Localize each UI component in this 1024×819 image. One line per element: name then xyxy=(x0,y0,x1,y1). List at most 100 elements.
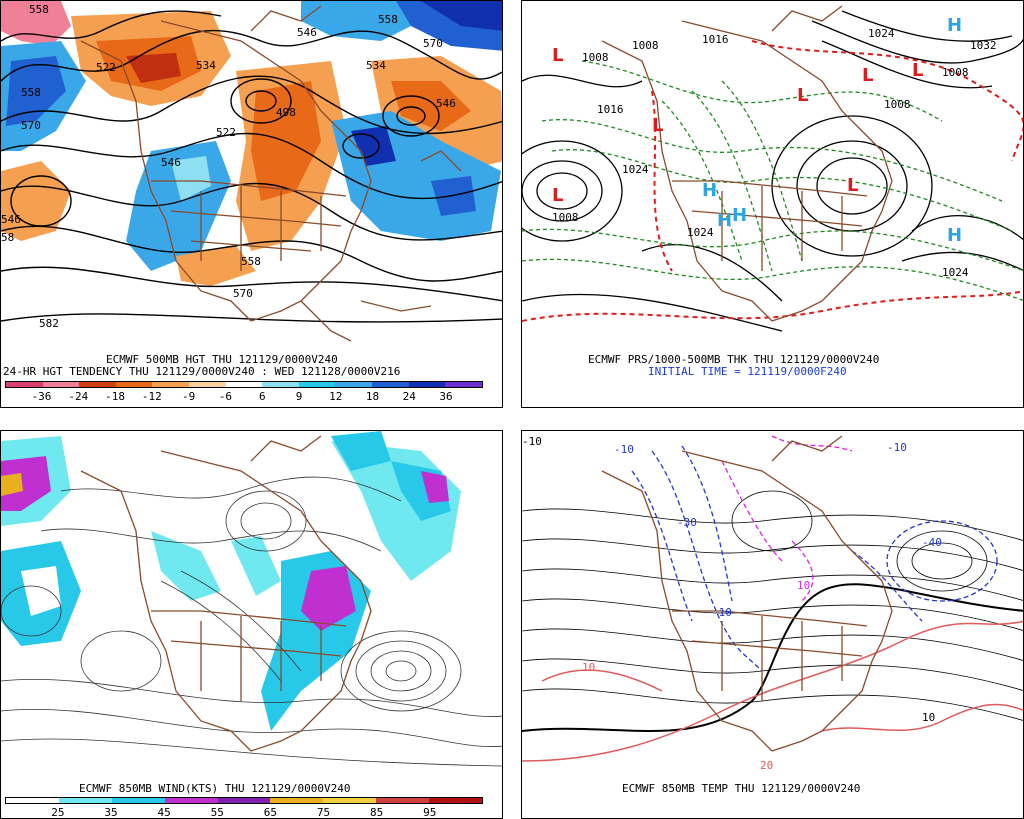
svg-text:L: L xyxy=(912,60,923,81)
svg-text:1016: 1016 xyxy=(597,103,624,116)
svg-text:522: 522 xyxy=(216,126,236,139)
svg-text:534: 534 xyxy=(366,59,386,72)
svg-text:570: 570 xyxy=(423,37,443,50)
high-pressure-markers: H H H H H xyxy=(702,15,962,246)
colorbar-tick-label: 85 xyxy=(369,806,384,819)
colorbar-swatch xyxy=(376,798,430,803)
thickness-contours xyxy=(522,60,1023,301)
isotherms-warm xyxy=(522,620,1023,762)
colorbar-swatch xyxy=(189,382,226,387)
svg-text:-10: -10 xyxy=(614,443,634,456)
svg-text:1032: 1032 xyxy=(970,39,997,52)
colorbar-swatch xyxy=(79,382,116,387)
colorbar-wind-speed xyxy=(5,797,483,804)
svg-text:L: L xyxy=(797,85,808,106)
colorbar-tick-label: 36 xyxy=(439,390,453,403)
colorbar-swatch xyxy=(270,798,324,803)
svg-text:L: L xyxy=(552,45,563,66)
svg-text:546: 546 xyxy=(1,213,21,226)
colorbar-tick-label: -24 xyxy=(68,390,89,403)
colorbar-swatch xyxy=(298,382,336,387)
isobars xyxy=(522,10,1023,332)
svg-text:1024: 1024 xyxy=(868,27,895,40)
colorbar-tick-label: 25 xyxy=(51,806,65,819)
isotherms-black xyxy=(522,490,1023,721)
coastlines xyxy=(601,5,893,322)
svg-text:L: L xyxy=(652,115,663,136)
colorbar-swatch xyxy=(6,798,59,803)
isotherm-labels: -10 -10 -30 -40 -10 10 10 20 -10 10 xyxy=(522,435,942,772)
colorbar-tick-label: 65 xyxy=(263,806,277,819)
colorbar-tick-label: -12 xyxy=(141,390,162,403)
svg-text:-10: -10 xyxy=(522,435,542,448)
map-850mb-temp: -10 -10 -30 -40 -10 10 10 20 -10 10 xyxy=(522,435,1023,772)
colorbar-swatch xyxy=(42,382,80,387)
colorbar-tick-label: 55 xyxy=(210,806,224,819)
svg-text:1024: 1024 xyxy=(687,226,714,239)
svg-text:558: 558 xyxy=(241,255,261,268)
svg-text:570: 570 xyxy=(233,287,253,300)
svg-text:H: H xyxy=(702,180,717,201)
colorbar-swatch xyxy=(335,382,373,387)
svg-text:10: 10 xyxy=(797,579,810,592)
colorbar-tick-label: -18 xyxy=(105,390,125,403)
colorbar-swatch xyxy=(164,798,218,803)
isotherms-zero xyxy=(522,583,1023,732)
svg-text:58: 58 xyxy=(1,231,14,244)
svg-text:L: L xyxy=(552,185,563,206)
colorbar-tick-label: 18 xyxy=(365,390,380,403)
svg-text:570: 570 xyxy=(21,119,41,132)
colorbar-swatch xyxy=(111,798,165,803)
svg-text:-10: -10 xyxy=(887,441,907,454)
panel-850mb-wind: ECMWF 850MB WIND(KTS) THU 121129/0000V24… xyxy=(0,430,503,819)
svg-text:H: H xyxy=(717,210,732,231)
svg-text:534: 534 xyxy=(196,59,216,72)
low-pressure-markers: L L L L L L L xyxy=(552,45,923,206)
colorbar-tick-label: -9 xyxy=(182,390,196,403)
colorbar-swatch xyxy=(6,382,43,387)
svg-text:H: H xyxy=(947,15,962,36)
coastlines xyxy=(601,435,893,752)
panel-pressure-thickness: L L L L L L L H H H H H 1008 1016 1008 1… xyxy=(521,0,1024,408)
svg-text:558: 558 xyxy=(21,86,41,99)
svg-text:522: 522 xyxy=(96,61,116,74)
svg-text:-30: -30 xyxy=(677,516,697,529)
svg-text:546: 546 xyxy=(297,26,317,39)
svg-text:10: 10 xyxy=(922,711,935,724)
colorbar-tick-label: 75 xyxy=(316,806,331,819)
coastlines xyxy=(80,435,372,752)
colorbar-swatch xyxy=(408,382,446,387)
caption-850mb-wind: ECMWF 850MB WIND(KTS) THU 121129/0000V24… xyxy=(79,782,351,795)
svg-text:1008: 1008 xyxy=(884,98,911,111)
svg-text:1024: 1024 xyxy=(942,266,969,279)
caption-850mb-temp: ECMWF 850MB TEMP THU 121129/0000V240 xyxy=(622,782,861,795)
svg-text:546: 546 xyxy=(436,97,456,110)
svg-text:558: 558 xyxy=(29,3,49,16)
colorbar-swatch xyxy=(323,798,377,803)
colorbar-swatch xyxy=(262,382,299,387)
contour-labels: 558 570 522 534 546 546 498 522 534 546 … xyxy=(1,3,456,330)
colorbar-tendency xyxy=(5,381,483,388)
svg-text:1016: 1016 xyxy=(702,33,729,46)
svg-text:H: H xyxy=(947,225,962,246)
colorbar-swatch xyxy=(372,382,409,387)
svg-text:L: L xyxy=(862,65,873,86)
colorbar-tick-label: 35 xyxy=(104,806,118,819)
coastlines xyxy=(80,5,462,342)
svg-text:10: 10 xyxy=(582,661,595,674)
map-500mb: 558 570 522 534 546 546 498 522 534 546 … xyxy=(1,1,502,342)
svg-text:1008: 1008 xyxy=(942,66,969,79)
colorbar-tick-label: 45 xyxy=(157,806,171,819)
svg-text:582: 582 xyxy=(39,317,59,330)
caption-500mb: ECMWF 500MB HGT THU 121129/0000V240 xyxy=(106,353,338,366)
map-pressure-thickness: L L L L L L L H H H H H 1008 1016 1008 1… xyxy=(522,5,1023,332)
colorbar-tick-label: 9 xyxy=(295,390,303,403)
caption-pressure-thickness: ECMWF PRS/1000-500MB THK THU 121129/0000… xyxy=(588,353,880,366)
wind-speed-shading xyxy=(1,431,461,731)
caption-initial-time: INITIAL TIME = 121119/0000F240 xyxy=(648,365,847,378)
thickness-warm-contours xyxy=(522,40,1023,322)
height-tendency-shading xyxy=(1,1,502,286)
svg-text:-40: -40 xyxy=(922,536,942,549)
colorbar-swatch xyxy=(152,382,190,387)
panel-850mb-temp: -10 -10 -30 -40 -10 10 10 20 -10 10 ECMW… xyxy=(521,430,1024,819)
